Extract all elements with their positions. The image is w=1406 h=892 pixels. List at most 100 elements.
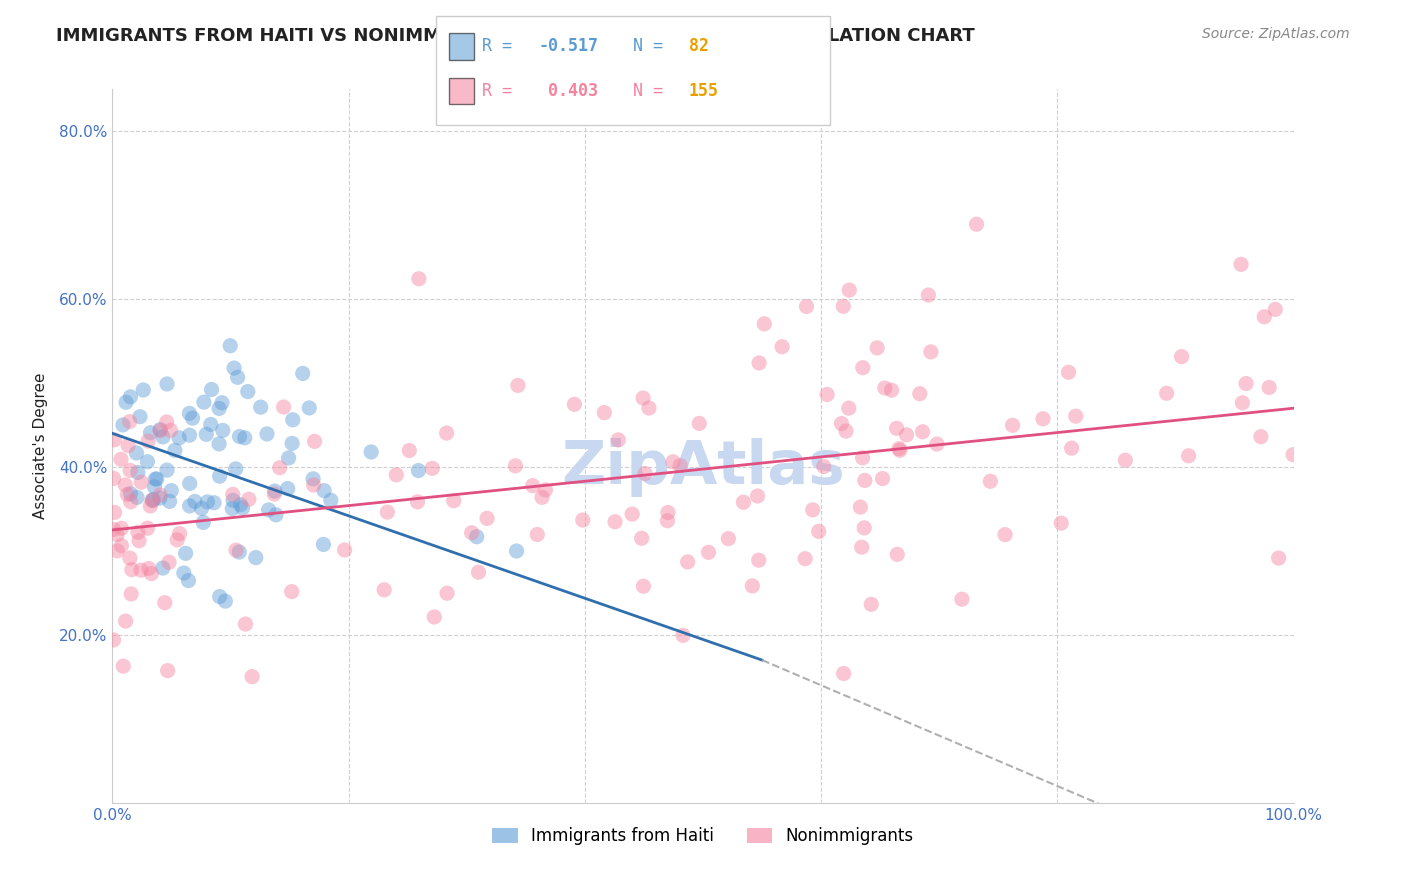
Point (249, 400, 271, 414)
Point (179, 476, 201, 491)
Point (153, 596, 176, 610)
Point (277, 482, 299, 496)
Y-axis label: Associate's Degree: Associate's Degree (32, 373, 48, 519)
Point (110, 521, 132, 535)
Point (603, 515, 626, 529)
Point (526, 527, 548, 541)
Point (717, 532, 740, 546)
Point (104, 505, 127, 519)
Point (157, 555, 180, 569)
Point (152, 430, 174, 444)
Point (688, 417, 710, 431)
Point (657, 514, 679, 528)
Point (406, 495, 429, 509)
Point (1234, 376, 1257, 391)
Point (208, 401, 231, 416)
Point (173, 566, 195, 580)
Point (333, 543, 356, 558)
Text: ZipAtlas: ZipAtlas (561, 438, 845, 497)
Point (460, 525, 482, 540)
Point (794, 551, 817, 566)
Text: N =: N = (633, 82, 672, 100)
Point (314, 483, 336, 498)
Point (860, 598, 883, 612)
Point (887, 442, 910, 456)
Point (1250, 430, 1272, 444)
Point (920, 344, 942, 359)
Point (815, 387, 838, 401)
Point (748, 553, 770, 567)
Point (145, 472, 167, 486)
Point (662, 455, 685, 469)
Point (1264, 302, 1286, 317)
Point (896, 428, 918, 442)
Point (238, 492, 260, 507)
Point (754, 317, 776, 331)
Point (211, 424, 233, 438)
Point (302, 478, 325, 492)
Text: 82: 82 (689, 37, 709, 55)
Point (269, 460, 291, 475)
Point (120, 463, 142, 477)
Point (118, 551, 141, 566)
Point (156, 664, 179, 678)
Point (911, 425, 934, 439)
Point (219, 339, 242, 353)
Point (443, 493, 465, 508)
Point (1253, 310, 1275, 324)
Point (256, 426, 278, 441)
Point (832, 299, 855, 313)
Point (264, 508, 287, 522)
Point (872, 472, 894, 486)
Point (398, 443, 420, 458)
Point (1232, 396, 1254, 410)
Point (263, 487, 285, 501)
Point (638, 401, 661, 415)
Point (838, 401, 860, 416)
Point (835, 424, 858, 438)
Point (103, 523, 125, 537)
Point (160, 483, 183, 498)
Point (291, 367, 314, 381)
Point (141, 566, 163, 581)
Point (149, 491, 172, 505)
Point (146, 472, 169, 486)
Point (179, 428, 201, 442)
Point (505, 544, 527, 558)
Point (240, 670, 263, 684)
Point (222, 487, 245, 501)
Point (224, 361, 246, 376)
Point (733, 495, 755, 509)
Point (633, 579, 655, 593)
Point (436, 426, 458, 441)
Point (138, 561, 160, 575)
Point (273, 400, 295, 414)
Point (467, 566, 489, 580)
Point (908, 386, 931, 401)
Point (852, 450, 875, 465)
Point (319, 493, 342, 508)
Point (534, 483, 557, 497)
Point (214, 594, 236, 608)
Point (195, 427, 218, 442)
Point (211, 396, 233, 410)
Point (853, 521, 876, 535)
Text: 0.403: 0.403 (538, 82, 599, 100)
Point (167, 431, 190, 445)
Text: IMMIGRANTS FROM HAITI VS NONIMMIGRANTS ASSOCIATE'S DEGREE CORRELATION CHART: IMMIGRANTS FROM HAITI VS NONIMMIGRANTS A… (56, 27, 974, 45)
Point (117, 487, 139, 501)
Point (179, 406, 201, 420)
Point (236, 384, 259, 399)
Point (475, 511, 498, 525)
Point (676, 555, 699, 569)
Point (222, 493, 245, 508)
Point (1177, 449, 1199, 463)
Point (181, 411, 204, 425)
Point (866, 341, 889, 355)
Point (506, 378, 529, 392)
Point (631, 391, 654, 405)
Point (280, 584, 302, 599)
Text: R =: R = (482, 82, 522, 100)
Point (131, 475, 153, 490)
Point (852, 360, 875, 375)
